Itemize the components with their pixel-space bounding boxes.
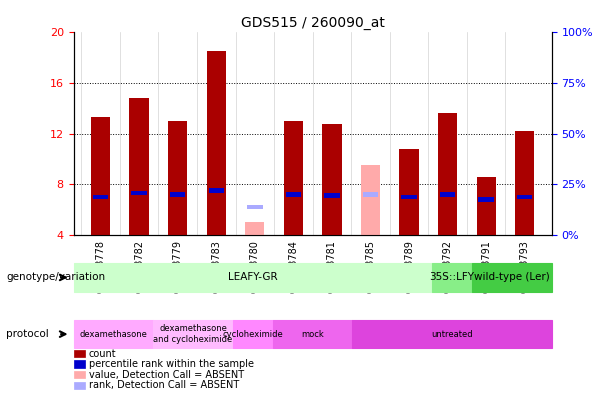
Text: wild-type (Ler): wild-type (Ler) xyxy=(474,273,550,282)
Bar xyxy=(168,121,188,235)
Text: cycloheximide: cycloheximide xyxy=(223,330,283,339)
Text: dexamethasone: dexamethasone xyxy=(80,330,147,339)
Text: 35S::LFY: 35S::LFY xyxy=(430,273,474,282)
Bar xyxy=(284,121,303,235)
Bar xyxy=(129,98,149,235)
Text: genotype/variation: genotype/variation xyxy=(6,273,105,282)
Bar xyxy=(517,195,533,199)
Bar xyxy=(93,195,109,199)
Bar xyxy=(440,192,455,196)
Text: rank, Detection Call = ABSENT: rank, Detection Call = ABSENT xyxy=(89,380,239,390)
Bar xyxy=(247,205,262,209)
Title: GDS515 / 260090_at: GDS515 / 260090_at xyxy=(241,16,384,30)
Bar xyxy=(170,192,185,196)
Text: percentile rank within the sample: percentile rank within the sample xyxy=(89,359,254,369)
Text: LEAFY-GR: LEAFY-GR xyxy=(228,273,278,282)
Text: count: count xyxy=(89,349,116,358)
Bar xyxy=(363,192,378,196)
Text: protocol: protocol xyxy=(6,329,49,339)
Bar xyxy=(515,131,535,235)
Bar xyxy=(91,117,110,235)
Bar xyxy=(400,149,419,235)
Bar xyxy=(476,177,496,235)
Bar xyxy=(322,124,341,235)
Bar xyxy=(131,191,147,195)
Text: mock: mock xyxy=(301,330,324,339)
Bar xyxy=(245,222,264,235)
Bar xyxy=(361,165,380,235)
Bar xyxy=(438,113,457,235)
Bar xyxy=(207,51,226,235)
Text: value, Detection Call = ABSENT: value, Detection Call = ABSENT xyxy=(89,370,244,379)
Bar xyxy=(286,192,301,196)
Bar xyxy=(324,194,340,198)
Bar xyxy=(208,188,224,193)
Bar xyxy=(402,195,417,199)
Bar xyxy=(478,197,494,202)
Text: untreated: untreated xyxy=(432,330,473,339)
Text: dexamethasone
and cycloheximide: dexamethasone and cycloheximide xyxy=(153,324,233,344)
